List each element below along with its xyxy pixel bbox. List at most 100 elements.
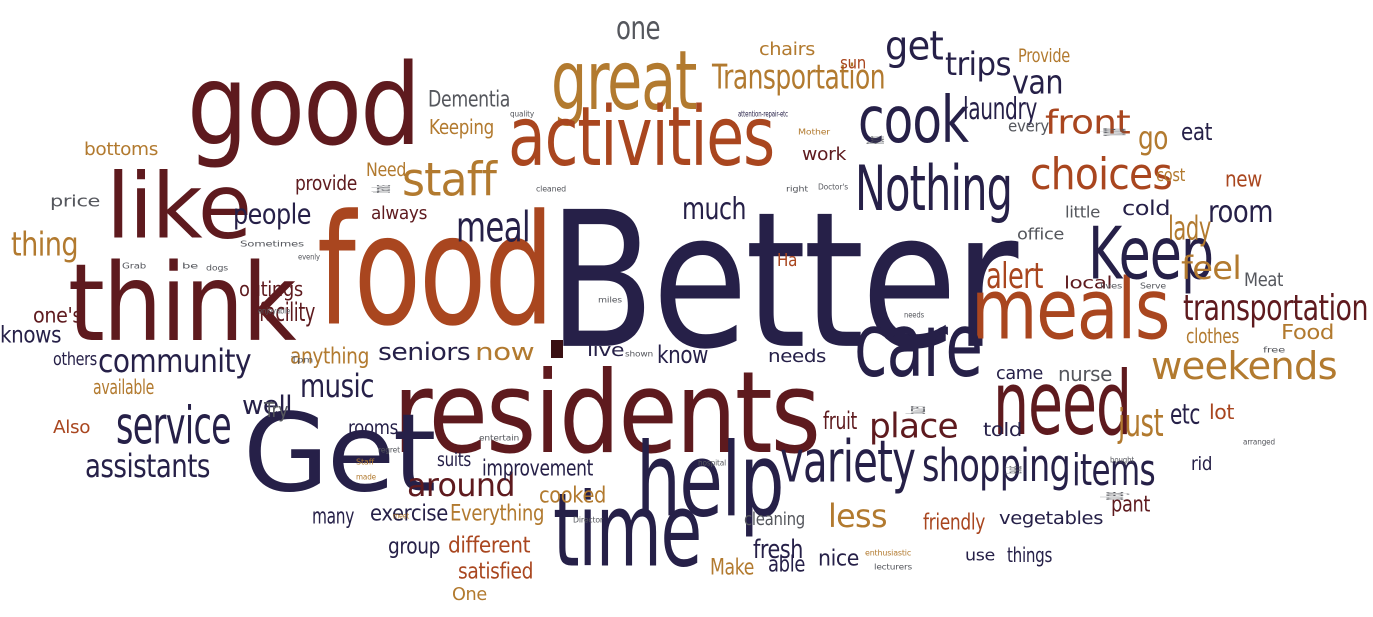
cloud-word: assistants: [85, 447, 210, 485]
cloud-word: meet: [393, 511, 409, 521]
cloud-word: number: [1088, 127, 1136, 136]
cloud-word: told: [983, 418, 1022, 441]
cloud-word: cleaned: [536, 184, 566, 194]
cloud-word: Room: [861, 136, 890, 144]
cloud-word: facility: [259, 296, 316, 328]
cloud-word: variety: [780, 427, 916, 496]
cloud-word: rooms: [348, 416, 398, 439]
cloud-word: knows: [0, 320, 62, 348]
cloud-word: Meat: [1244, 268, 1284, 291]
cloud-word: Provide: [1018, 44, 1070, 67]
cloud-word: lot: [1209, 400, 1235, 424]
cloud-word: made: [356, 472, 376, 482]
cloud-word: friendly: [923, 509, 986, 535]
cloud-word: much: [682, 191, 747, 227]
cloud-word: around: [407, 466, 516, 504]
cloud-word: just: [1118, 400, 1164, 446]
cloud-word: live: [587, 339, 625, 361]
cloud-word: evenly: [298, 252, 320, 262]
cloud-word: Staff: [356, 457, 375, 467]
cloud-word: one's: [33, 303, 82, 328]
cloud-word: Mother: [798, 127, 830, 137]
cloud-word: feel: [1181, 249, 1242, 287]
cloud-word: now: [475, 337, 535, 366]
cloud-word: Director: [573, 515, 603, 525]
cloud-word: etc: [1170, 397, 1200, 431]
cloud-word: local: [1064, 272, 1113, 293]
cloud-word: different: [448, 532, 531, 558]
cloud-word: arranged: [1243, 437, 1275, 447]
cloud-word: price: [50, 191, 100, 211]
cloud-word: bottoms: [84, 138, 158, 160]
cloud-word: always: [371, 202, 428, 224]
cloud-word: Serve: [1140, 281, 1166, 291]
cloud-word: cost: [1156, 164, 1186, 186]
cloud-word: sun: [840, 52, 866, 73]
cloud-word: rid: [1191, 452, 1213, 475]
cloud-word: able: [768, 551, 806, 577]
cloud-word: people: [233, 197, 311, 231]
cloud-word: buzzer: [900, 405, 932, 414]
cloud-word: place: [869, 405, 959, 446]
cloud-word: Food: [1281, 320, 1334, 344]
cloud-word: vegetables: [999, 507, 1104, 529]
cloud-word: seniors: [378, 337, 471, 366]
cloud-word: less: [828, 497, 887, 535]
cloud-word: clothes: [1186, 324, 1240, 348]
cloud-word: food: [317, 181, 554, 361]
cloud-word: satisfied: [458, 558, 534, 584]
cloud-word: Tpm: [291, 355, 313, 365]
cloud-word: items: [1072, 444, 1156, 496]
cloud-word: Keep: [1088, 211, 1214, 296]
cloud-word: great: [551, 32, 697, 129]
cloud-word: nice: [818, 545, 859, 571]
cloud-word: Make: [710, 554, 755, 580]
cloud-word: Need: [366, 158, 407, 181]
cloud-word: quality: [510, 109, 535, 119]
cloud-word: service: [116, 395, 232, 457]
cloud-word: trips: [945, 45, 1012, 83]
cloud-word: fresh: [753, 533, 804, 565]
cloud-word: nurse: [1058, 362, 1112, 386]
cloud-word: good: [187, 39, 421, 171]
cloud-word: know: [657, 340, 709, 369]
cloud-word: music: [300, 367, 374, 405]
cloud-word: Try: [264, 398, 288, 422]
cloud-word: help: [636, 420, 785, 541]
cloud-word: lives: [1100, 281, 1123, 291]
cloud-word: needs: [904, 310, 925, 320]
cloud-word: Everything: [450, 500, 545, 526]
cloud-word: Nothing: [855, 152, 1013, 225]
cloud-word: group: [388, 533, 441, 559]
cloud-word: Transportation: [712, 56, 886, 97]
cloud-word: bought: [1110, 455, 1135, 465]
cloud-word: eat: [1181, 117, 1213, 146]
cloud-word: Dementia: [428, 86, 511, 112]
cloud-word: miles: [598, 295, 622, 305]
cloud-word: Get: [243, 390, 436, 517]
cloud-word: exercise: [370, 500, 448, 526]
cloud-word: every: [1008, 116, 1049, 136]
cloud-word: cook: [858, 82, 969, 158]
cloud-word: entertain: [479, 433, 520, 443]
cloud-word: Also: [53, 416, 91, 438]
cloud-word: meal: [456, 202, 531, 252]
cloud-word: Better: [548, 171, 1018, 392]
cloud-word: available: [93, 375, 155, 399]
cloud-word: fruit: [823, 406, 857, 435]
cloud-word: outings: [239, 277, 303, 301]
cloud-word: laundry: [963, 91, 1037, 127]
cloud-word: free: [1263, 345, 1286, 355]
cloud-word: right: [786, 184, 808, 194]
cloud-word: Sometimes: [240, 239, 304, 249]
cloud-word: needs: [768, 345, 827, 367]
cloud-word: Doctor's: [818, 182, 849, 192]
cloud-word: others: [53, 348, 97, 370]
cloud-word: improvement: [482, 455, 593, 481]
cloud-word: little: [1065, 202, 1101, 222]
cloud-word: shopping: [922, 438, 1071, 492]
cloud-word: office: [1017, 224, 1064, 244]
cloud-word: residents: [393, 346, 821, 480]
cloud-word: staff: [402, 152, 497, 207]
